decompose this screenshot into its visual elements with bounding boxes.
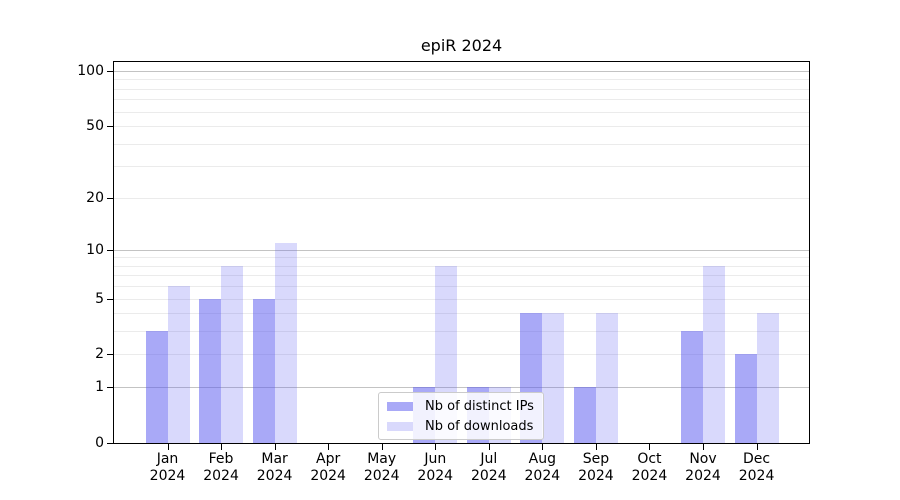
minor-gridline [114, 331, 809, 333]
major-gridline [114, 387, 809, 389]
x-tick [649, 444, 651, 450]
y-tick-label: 20 [86, 189, 104, 206]
bar-distinct-ips-nov [681, 331, 703, 443]
y-tick [107, 197, 113, 199]
x-tick-label: Aug 2024 [524, 451, 561, 484]
bar-distinct-ips-jan [145, 331, 168, 443]
x-tick-label: Jul 2024 [470, 451, 507, 484]
minor-gridline [114, 126, 809, 128]
bar-distinct-ips-dec [734, 354, 757, 443]
x-tick [756, 444, 758, 450]
x-tick [703, 444, 704, 450]
minor-gridline [114, 313, 809, 315]
x-tick-label: May 2024 [363, 451, 400, 484]
x-tick [274, 444, 276, 450]
minor-gridline [114, 143, 809, 145]
bar-distinct-ips-feb [199, 298, 222, 443]
bar-downloads-sep [595, 313, 618, 443]
y-tick-label: 100 [77, 63, 104, 80]
minor-gridline [114, 286, 809, 288]
y-tick [107, 249, 113, 251]
bar-downloads-nov [703, 265, 725, 443]
bar-downloads-jan [167, 286, 190, 443]
minor-gridline [114, 111, 809, 113]
x-tick [542, 444, 544, 450]
x-tick [488, 444, 490, 450]
y-tick [107, 126, 113, 128]
y-tick [107, 387, 113, 389]
x-tick-label: Jun 2024 [417, 451, 454, 484]
chart-title: epiR 2024 [420, 36, 503, 55]
bar-downloads-dec [756, 313, 779, 443]
legend-entry-distinct-ips: Nb of distinct IPs [387, 398, 534, 414]
legend-swatch-downloads [387, 421, 413, 431]
bar-downloads-mar [274, 242, 297, 443]
minor-gridline [114, 88, 809, 90]
legend-label-distinct-ips: Nb of distinct IPs [425, 398, 534, 414]
bar-downloads-aug [542, 313, 565, 443]
y-tick-label: 5 [95, 290, 104, 307]
x-tick [381, 444, 383, 450]
x-tick-label: Sep 2024 [578, 451, 614, 484]
legend: Nb of distinct IPs Nb of downloads [378, 392, 544, 440]
minor-gridline [114, 265, 809, 267]
plot-area [113, 61, 810, 444]
x-tick-label: Nov 2024 [685, 451, 721, 484]
major-gridline [114, 249, 809, 251]
minor-gridline [114, 298, 809, 300]
minor-gridline [114, 257, 809, 259]
x-tick [328, 444, 330, 450]
minor-gridline [114, 275, 809, 277]
legend-swatch-distinct-ips [387, 401, 413, 411]
x-tick [221, 444, 223, 450]
bar-downloads-feb [221, 265, 244, 443]
minor-gridline [114, 354, 809, 356]
x-tick-label: Feb 2024 [203, 451, 239, 484]
minor-gridline [114, 197, 809, 199]
x-tick-label: Oct 2024 [631, 451, 668, 484]
y-tick [107, 71, 113, 73]
minor-gridline [114, 99, 809, 101]
x-tick [595, 444, 597, 450]
legend-entry-downloads: Nb of downloads [387, 418, 534, 434]
legend-label-downloads: Nb of downloads [425, 418, 534, 434]
x-tick-label: Dec 2024 [738, 451, 775, 484]
major-gridline [114, 71, 809, 73]
bar-distinct-ips-sep [573, 387, 596, 443]
y-tick-label: 2 [95, 346, 104, 363]
y-tick [107, 354, 113, 356]
x-tick [167, 444, 169, 450]
x-tick [435, 444, 437, 450]
y-tick-label: 0 [95, 435, 104, 451]
y-tick-label: 50 [86, 118, 104, 135]
x-tick-label: Jan 2024 [149, 451, 186, 484]
minor-gridline [114, 166, 809, 168]
y-tick [107, 443, 113, 444]
x-tick-label: Mar 2024 [256, 451, 293, 484]
y-tick [107, 298, 113, 300]
x-tick-label: Apr 2024 [310, 451, 346, 484]
y-tick-label: 10 [86, 241, 104, 258]
y-tick-label: 1 [95, 379, 104, 396]
minor-gridline [114, 79, 809, 81]
bar-distinct-ips-mar [252, 298, 275, 443]
